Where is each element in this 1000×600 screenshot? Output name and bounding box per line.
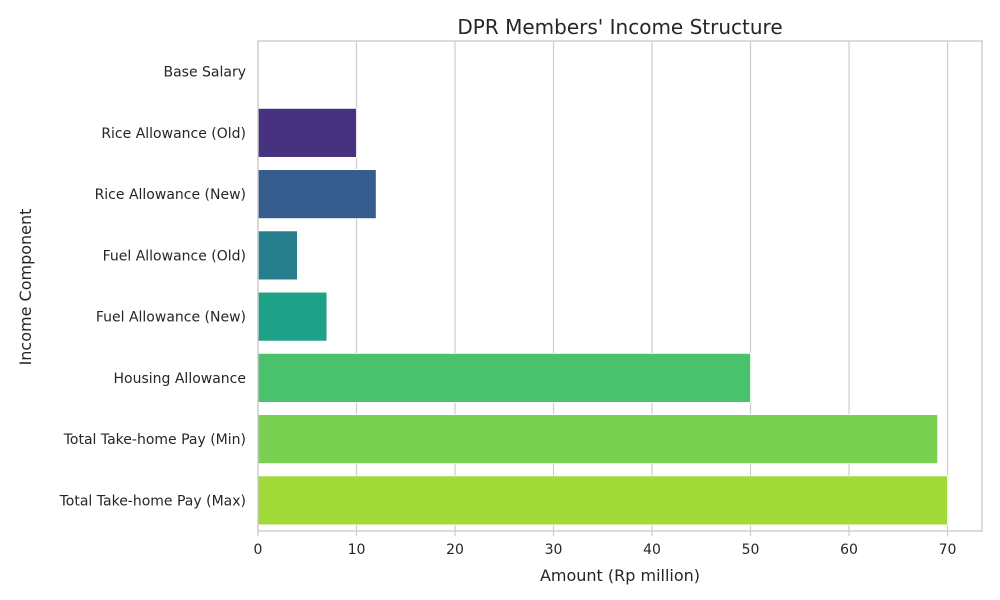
x-tick-label: 60 <box>840 542 858 558</box>
y-tick-label: Fuel Allowance (Old) <box>103 248 246 264</box>
plot-frame <box>257 40 983 536</box>
x-tick-label: 40 <box>643 542 661 558</box>
x-tick-label: 0 <box>254 542 263 558</box>
x-axis-label: Amount (Rp million) <box>540 566 700 585</box>
bar <box>257 107 357 158</box>
chart-title: DPR Members' Income Structure <box>457 15 782 39</box>
y-tick-label: Total Take-home Pay (Min) <box>63 432 246 448</box>
bar <box>257 169 377 220</box>
y-tick-label: Rice Allowance (Old) <box>101 126 246 142</box>
bar <box>257 291 328 342</box>
x-tick-label: 10 <box>348 542 366 558</box>
bar <box>257 352 751 403</box>
x-tick-label: 20 <box>446 542 464 558</box>
plot-border <box>257 40 983 532</box>
y-tick-label: Total Take-home Pay (Max) <box>59 493 246 509</box>
x-tick-label: 30 <box>545 542 563 558</box>
x-tick-label: 50 <box>742 542 760 558</box>
y-axis-label: Income Component <box>16 209 35 366</box>
bars <box>257 107 948 526</box>
y-tick-label: Housing Allowance <box>114 371 247 387</box>
bar <box>257 230 298 281</box>
y-tick-label: Rice Allowance (New) <box>95 187 246 203</box>
y-tick-label: Base Salary <box>163 65 246 81</box>
bar <box>257 475 948 526</box>
tick-labels: 0 10 20 30 40 50 60 70 Base Salary Rice Allowance… <box>59 65 957 558</box>
bar <box>257 414 939 465</box>
y-tick-label: Fuel Allowance (New) <box>96 310 246 326</box>
x-tick-label: 70 <box>939 542 957 558</box>
